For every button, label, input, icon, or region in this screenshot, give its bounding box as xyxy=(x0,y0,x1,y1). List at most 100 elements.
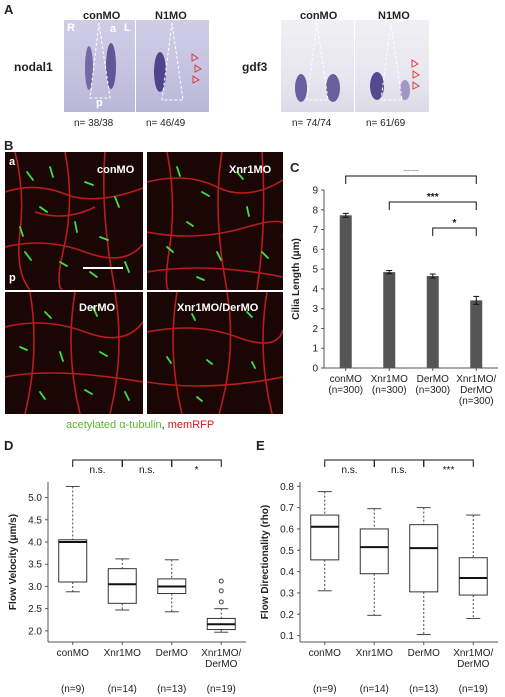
micro-axis-p: p xyxy=(9,272,16,284)
box xyxy=(409,524,439,593)
significance-label: **** xyxy=(403,170,419,177)
panel-e-letter: E xyxy=(256,438,265,453)
micro-axis-a: a xyxy=(9,156,16,168)
x-tick-label: Xnr1MO xyxy=(104,648,141,659)
y-tick-label: 9 xyxy=(312,186,318,197)
axis-label-p: p xyxy=(96,97,103,109)
y-tick-label: 3.5 xyxy=(28,560,42,571)
x-tick-label: DerMO xyxy=(156,648,188,659)
y-tick-label: 0.8 xyxy=(280,482,294,493)
count-nodal1-n1mo: n= 46/49 xyxy=(146,118,186,129)
micrograph-dermo: DerMO xyxy=(5,292,143,414)
count-gdf3-n1mo: n= 61/69 xyxy=(366,118,406,129)
panel-b-letter: B xyxy=(4,138,14,153)
significance-label: *** xyxy=(443,465,455,476)
significance-bracket xyxy=(171,459,222,467)
y-tick-label: 3 xyxy=(312,304,318,315)
micro-label-xnr1mo: Xnr1MO xyxy=(229,164,272,176)
micrograph-xnr1mo-drawing xyxy=(147,152,283,290)
n-label: (n=9) xyxy=(313,684,337,695)
box xyxy=(458,557,488,596)
y-tick-label: 0.6 xyxy=(280,524,294,535)
significance-label: n.s. xyxy=(89,465,105,476)
box xyxy=(310,514,340,561)
y-tick-label: 4.5 xyxy=(28,515,42,526)
y-tick-label: 2.0 xyxy=(28,626,42,637)
y-tick-label: 5 xyxy=(312,265,318,276)
outlier-point xyxy=(218,578,224,584)
y-axis-label: Cilia Length (μm) xyxy=(291,238,302,320)
y-tick-label: 8 xyxy=(312,205,318,216)
embryo-image-nodal1-conmo: R a L p xyxy=(64,20,135,112)
col-header-conmo-1: conMO xyxy=(83,10,121,22)
y-tick-label: 0.3 xyxy=(280,588,294,599)
y-tick-label: 0.7 xyxy=(280,503,294,514)
significance-bracket xyxy=(423,459,474,467)
count-gdf3-conmo: n= 74/74 xyxy=(292,118,332,129)
box xyxy=(58,539,88,583)
n-label: (n=14) xyxy=(360,684,389,695)
x-tick-label: Xnr1MO xyxy=(356,648,393,659)
box xyxy=(107,568,137,604)
box xyxy=(359,528,389,575)
gene-label-nodal1: nodal1 xyxy=(14,60,53,74)
gene-label-gdf3: gdf3 xyxy=(242,60,268,74)
significance-label: n.s. xyxy=(341,465,357,476)
micro-label-dermo: DerMO xyxy=(79,302,116,314)
n-label: (n=13) xyxy=(409,684,438,695)
micrograph-conmo-drawing xyxy=(5,152,143,290)
outlier-point xyxy=(218,599,224,605)
panel-d-letter: D xyxy=(4,438,14,453)
significance-label: *** xyxy=(427,192,439,203)
caption-stain: acetylated α-tubulin, memRFP xyxy=(66,419,214,431)
y-tick-label: 6 xyxy=(312,245,318,256)
chart-e-flow-directionality: 0.1 0.2 0.3 0.4 0.5 0.6 0.7 0.8 Flow Directional… xyxy=(260,459,498,695)
caption-red: memRFP xyxy=(167,419,215,431)
x-tick-label: conMO xyxy=(57,648,89,659)
significance-bracket xyxy=(345,175,477,184)
x-tick-label: Xnr1MO/DerMO xyxy=(201,648,241,670)
micro-label-conmo: conMO xyxy=(97,164,135,176)
embryo-image-gdf3-n1mo xyxy=(355,20,429,112)
y-tick-label: 3.0 xyxy=(28,582,42,593)
y-tick-label: 7 xyxy=(312,225,318,236)
x-tick-label: DerMO xyxy=(408,648,440,659)
significance-label: * xyxy=(195,465,199,476)
y-axis-label: Flow Velocity (μm/s) xyxy=(8,514,19,610)
panel-c-letter: C xyxy=(290,160,300,175)
significance-bracket xyxy=(432,227,477,236)
x-tick-label: conMO xyxy=(309,648,341,659)
outlier-point xyxy=(218,588,224,594)
y-tick-label: 1 xyxy=(312,344,318,355)
y-tick-label: 0.1 xyxy=(280,631,294,642)
bar xyxy=(383,272,396,368)
y-tick-label: 0.2 xyxy=(280,610,294,621)
n-label: (n=13) xyxy=(157,684,186,695)
y-tick-label: 0 xyxy=(312,364,318,375)
embryo-image-gdf3-conmo xyxy=(281,20,354,112)
n-label: (n=9) xyxy=(61,684,85,695)
micrograph-dermo-drawing xyxy=(5,292,143,414)
n-label: (n=14) xyxy=(108,684,137,695)
micrograph-xnr1mo: Xnr1MO xyxy=(147,152,283,290)
caption-green: acetylated α-tubulin xyxy=(66,419,162,431)
axis-label-r: R xyxy=(67,22,75,34)
count-nodal1-conmo: n= 38/38 xyxy=(74,118,114,129)
x-tick-label: Xnr1MO (n=300) xyxy=(371,374,408,396)
x-tick-label: conMO (n=300) xyxy=(328,374,363,396)
y-tick-label: 4.0 xyxy=(28,538,42,549)
significance-bracket xyxy=(388,201,477,210)
micrograph-xnr1mo-dermo: Xnr1MO/DerMO xyxy=(147,292,283,414)
significance-label: n.s. xyxy=(139,465,155,476)
y-tick-label: 0.4 xyxy=(280,567,294,578)
y-tick-label: 2 xyxy=(312,324,318,335)
col-header-conmo-2: conMO xyxy=(300,10,338,22)
caption-sep: , xyxy=(161,419,165,431)
chart-d-flow-velocity: 2.0 2.5 3.0 3.5 4.0 4.5 5.0 Flow Velocity (μm/s… xyxy=(8,459,246,695)
col-header-n1mo-1: N1MO xyxy=(155,10,187,22)
bar xyxy=(470,300,483,368)
n-label: (n=19) xyxy=(459,684,488,695)
x-tick-label: Xnr1MO/DerMO (n=300) xyxy=(456,374,496,407)
x-tick-label: DerMO (n=300) xyxy=(415,374,450,396)
y-tick-label: 0.5 xyxy=(280,546,294,557)
